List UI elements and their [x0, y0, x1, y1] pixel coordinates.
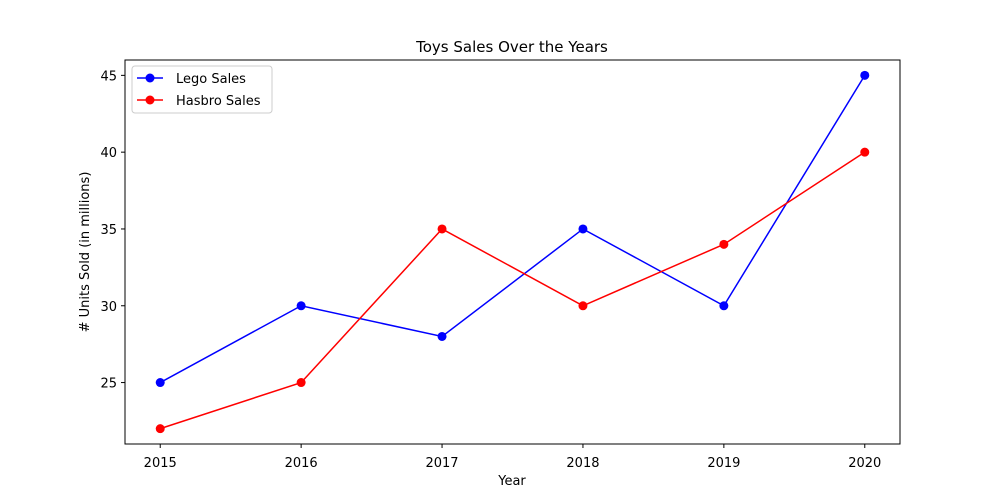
plot-area [124, 59, 901, 445]
x-tick-label: 2015 [144, 456, 177, 471]
data-point [578, 224, 588, 234]
data-point [719, 301, 729, 311]
data-point [437, 331, 447, 341]
series-layer [155, 70, 870, 434]
legend-marker [145, 73, 155, 83]
series-line [159, 74, 866, 384]
y-axis: 25 30 35 40 45 [100, 69, 125, 392]
x-tick-label: 2020 [848, 456, 881, 471]
legend-marker [145, 95, 155, 105]
chart-title: Toys Sales Over the Years [415, 38, 608, 56]
data-point [155, 424, 165, 434]
y-tick-label: 30 [100, 300, 117, 315]
data-point [296, 378, 306, 388]
series-0 [155, 70, 870, 388]
data-point [155, 378, 165, 388]
y-tick-label: 25 [100, 377, 117, 392]
data-point [860, 70, 870, 80]
legend-frame [131, 65, 273, 114]
data-point [860, 147, 870, 157]
x-tick-label: 2019 [707, 456, 740, 471]
y-tick-label: 45 [100, 69, 117, 84]
data-point [719, 239, 729, 249]
legend-label: Hasbro Sales [176, 94, 261, 109]
data-point [296, 301, 306, 311]
x-tick-label: 2016 [285, 456, 318, 471]
legend-label: Lego Sales [176, 72, 246, 87]
series-1 [155, 147, 870, 434]
x-axis-label: Year [497, 474, 526, 489]
legend-item: Hasbro Sales [137, 94, 261, 109]
y-tick-label: 40 [100, 146, 117, 161]
legend: Lego Sales Hasbro Sales [131, 65, 273, 114]
x-axis: 2015 2016 2017 2018 2019 2020 [144, 444, 881, 471]
y-axis-label: # Units Sold (in millions) [78, 172, 93, 333]
series-line [159, 151, 866, 430]
legend-item: Lego Sales [137, 72, 246, 87]
x-tick-label: 2017 [425, 456, 458, 471]
data-point [578, 301, 588, 311]
data-point [437, 224, 447, 234]
x-tick-label: 2018 [566, 456, 599, 471]
y-tick-label: 35 [100, 223, 117, 238]
